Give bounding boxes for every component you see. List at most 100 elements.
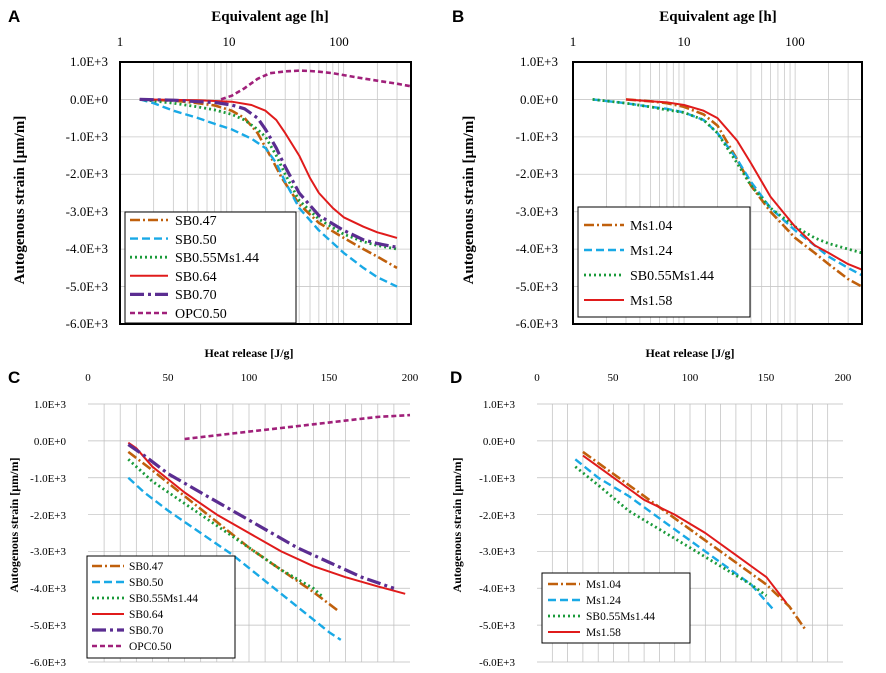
panel-a-xlabel: Equivalent age [h] <box>211 9 329 25</box>
panel-a-plot-frame <box>119 61 412 325</box>
panel-c-legend-label: SB0.55Ms1.44 <box>129 593 198 605</box>
panel-d-legend-label: Ms1.24 <box>586 595 621 607</box>
panel-c-legend-label: OPC0.50 <box>129 641 172 653</box>
panel-b-legend-label: Ms1.24 <box>630 244 672 259</box>
panel-d-xtick: 0 <box>534 372 540 384</box>
panel-a-ytick: -1.0E+3 <box>66 129 108 144</box>
panel-b-xtick: 1 <box>570 34 577 49</box>
panel-d-ylabel: Autogenous strain [µm/m] <box>450 458 464 593</box>
panel-d-yticks: 1.0E+3 0.0E+0 -1.0E+3 -2.0E+3 -3.0E+3 -4… <box>479 399 515 669</box>
panel-c-xtick: 150 <box>321 372 338 384</box>
panel-d-xtick: 100 <box>682 372 699 384</box>
panel-c-legend-label: SB0.70 <box>129 625 163 637</box>
panel-b-ytick: -4.0E+3 <box>516 241 558 256</box>
panel-label-c: C <box>8 368 20 387</box>
panel-d-ytick: -3.0E+3 <box>479 546 515 558</box>
panel-c-xtick: 0 <box>85 372 91 384</box>
panel-c-ytick: -5.0E+3 <box>30 620 66 632</box>
panel-a-series-opc0-50 <box>220 69 412 101</box>
panel-b-ytick: 1.0E+3 <box>520 54 558 69</box>
panel-b-yticks: 1.0E+3 0.0E+0 -1.0E+3 -2.0E+3 -3.0E+3 -4… <box>516 54 558 331</box>
panel-a-legend-label: SB0.64 <box>175 270 217 285</box>
panel-label-a: A <box>8 7 20 26</box>
panel-d-legend: Ms1.04 Ms1.24 SB0.55Ms1.44 Ms1.58 <box>541 572 691 644</box>
panel-c-xtick: 100 <box>241 372 258 384</box>
panel-a-series-sb0-50 <box>139 98 398 288</box>
panel-a-ytick: -6.0E+3 <box>66 316 108 331</box>
panel-c-xlabel: Heat release [J/g] <box>204 346 293 360</box>
panel-b-xtick: 10 <box>678 34 691 49</box>
panel-a-legend-label: SB0.47 <box>175 214 217 229</box>
panel-d-xticks: 0 50 100 150 200 <box>534 372 852 384</box>
panel-a-xtick: 100 <box>329 34 349 49</box>
panel-b-series-ms1-24 <box>592 98 863 277</box>
panel-a-legend-label: SB0.70 <box>175 288 217 303</box>
panel-a-series-sb0-64 <box>139 98 398 239</box>
panel-b-ytick: -2.0E+3 <box>516 166 558 181</box>
panel-a-ytick: -2.0E+3 <box>66 166 108 181</box>
panel-d-series <box>574 450 806 630</box>
panel-a-series <box>139 69 412 288</box>
panel-c-ytick: -4.0E+3 <box>30 583 66 595</box>
panel-label-b: B <box>452 7 464 26</box>
panel-b-ytick: -6.0E+3 <box>516 316 558 331</box>
panel-a-xtick: 1 <box>117 34 124 49</box>
panel-d-series-ms1-58 <box>582 454 788 604</box>
panel-d-legend-label: SB0.55Ms1.44 <box>586 611 655 623</box>
panel-b-legend-label: Ms1.04 <box>630 219 672 234</box>
panel-b-xtick: 100 <box>785 34 805 49</box>
panel-c-series-sb0-70 <box>127 443 395 590</box>
panel-d-legend-label: Ms1.58 <box>586 627 621 639</box>
panel-a-yticks: 1.0E+3 0.0E+0 -1.0E+3 -2.0E+3 -3.0E+3 -4… <box>66 54 108 331</box>
panel-a-xticks: 1 10 100 <box>117 34 349 49</box>
panel-d-legend-label: Ms1.04 <box>586 579 621 591</box>
panel-c-legend-label: SB0.47 <box>129 561 163 573</box>
panel-a-legend-label: OPC0.50 <box>175 307 227 322</box>
panel-a-xtick: 10 <box>223 34 236 49</box>
panel-c-ytick: -3.0E+3 <box>30 546 66 558</box>
panel-a-ytick: 1.0E+3 <box>70 54 108 69</box>
panel-b-ytick: -1.0E+3 <box>516 129 558 144</box>
panel-b-series-ms1-58 <box>625 98 863 271</box>
panel-c-legend: SB0.47 SB0.50 SB0.55Ms1.44 SB0.64 SB0.70… <box>86 555 236 659</box>
panel-c-series-sb0-64 <box>127 441 406 595</box>
panel-a-legend-label: SB0.50 <box>175 233 217 248</box>
panel-b: B Equivalent age [h] Autogenous strain [… <box>452 7 863 331</box>
panel-c: C Heat release [J/g] Autogenous strain [… <box>7 346 419 669</box>
panel-d-ytick: 1.0E+3 <box>483 399 516 411</box>
panel-a: A Equivalent age [h] Autogenous strain [… <box>8 7 412 331</box>
panel-d-xtick: 200 <box>835 372 852 384</box>
panel-d-series-ms1-04 <box>582 450 806 630</box>
panel-c-xticks: 0 50 100 150 200 <box>85 372 419 384</box>
panel-c-ylabel: Autogenous strain [µm/m] <box>7 458 21 593</box>
panel-d-xlabel: Heat release [J/g] <box>645 346 734 360</box>
panel-c-series-sb0-47 <box>127 450 339 612</box>
panel-c-xtick: 50 <box>163 372 175 384</box>
panel-d-xtick: 50 <box>608 372 620 384</box>
panel-c-ytick: 0.0E+0 <box>34 436 67 448</box>
panel-c-ytick: 1.0E+3 <box>34 399 67 411</box>
panel-d-ytick: -1.0E+3 <box>479 473 515 485</box>
panel-d-ytick: -6.0E+3 <box>479 657 515 669</box>
panel-a-legend-box <box>124 211 297 324</box>
panel-d-ytick: 0.0E+0 <box>483 436 516 448</box>
panel-a-ytick: -5.0E+3 <box>66 279 108 294</box>
panel-c-ytick: -2.0E+3 <box>30 510 66 522</box>
panel-b-legend-label: SB0.55Ms1.44 <box>630 269 714 284</box>
panel-c-legend-label: SB0.64 <box>129 609 163 621</box>
panel-a-ytick: -4.0E+3 <box>66 241 108 256</box>
panel-b-ylabel: Autogenous strain [µm/m] <box>461 116 477 285</box>
panel-c-series-sb0-50 <box>127 476 342 641</box>
panel-label-d: D <box>450 368 462 387</box>
panel-d: D Heat release [J/g] Autogenous strain [… <box>450 346 852 669</box>
panel-d-ytick: -4.0E+3 <box>479 583 515 595</box>
panel-d-series-sb0-55ms1-44 <box>574 465 768 597</box>
panel-b-legend: Ms1.04 Ms1.24 SB0.55Ms1.44 Ms1.58 <box>577 206 751 318</box>
panel-b-legend-label: Ms1.58 <box>630 294 672 309</box>
panel-a-ytick: -3.0E+3 <box>66 204 108 219</box>
panel-b-ytick: -3.0E+3 <box>516 204 558 219</box>
panel-c-legend-box <box>86 555 236 659</box>
panel-b-ytick: 0.0E+0 <box>520 92 558 107</box>
panel-a-legend-label: SB0.55Ms1.44 <box>175 251 259 266</box>
panel-d-ytick: -5.0E+3 <box>479 620 515 632</box>
